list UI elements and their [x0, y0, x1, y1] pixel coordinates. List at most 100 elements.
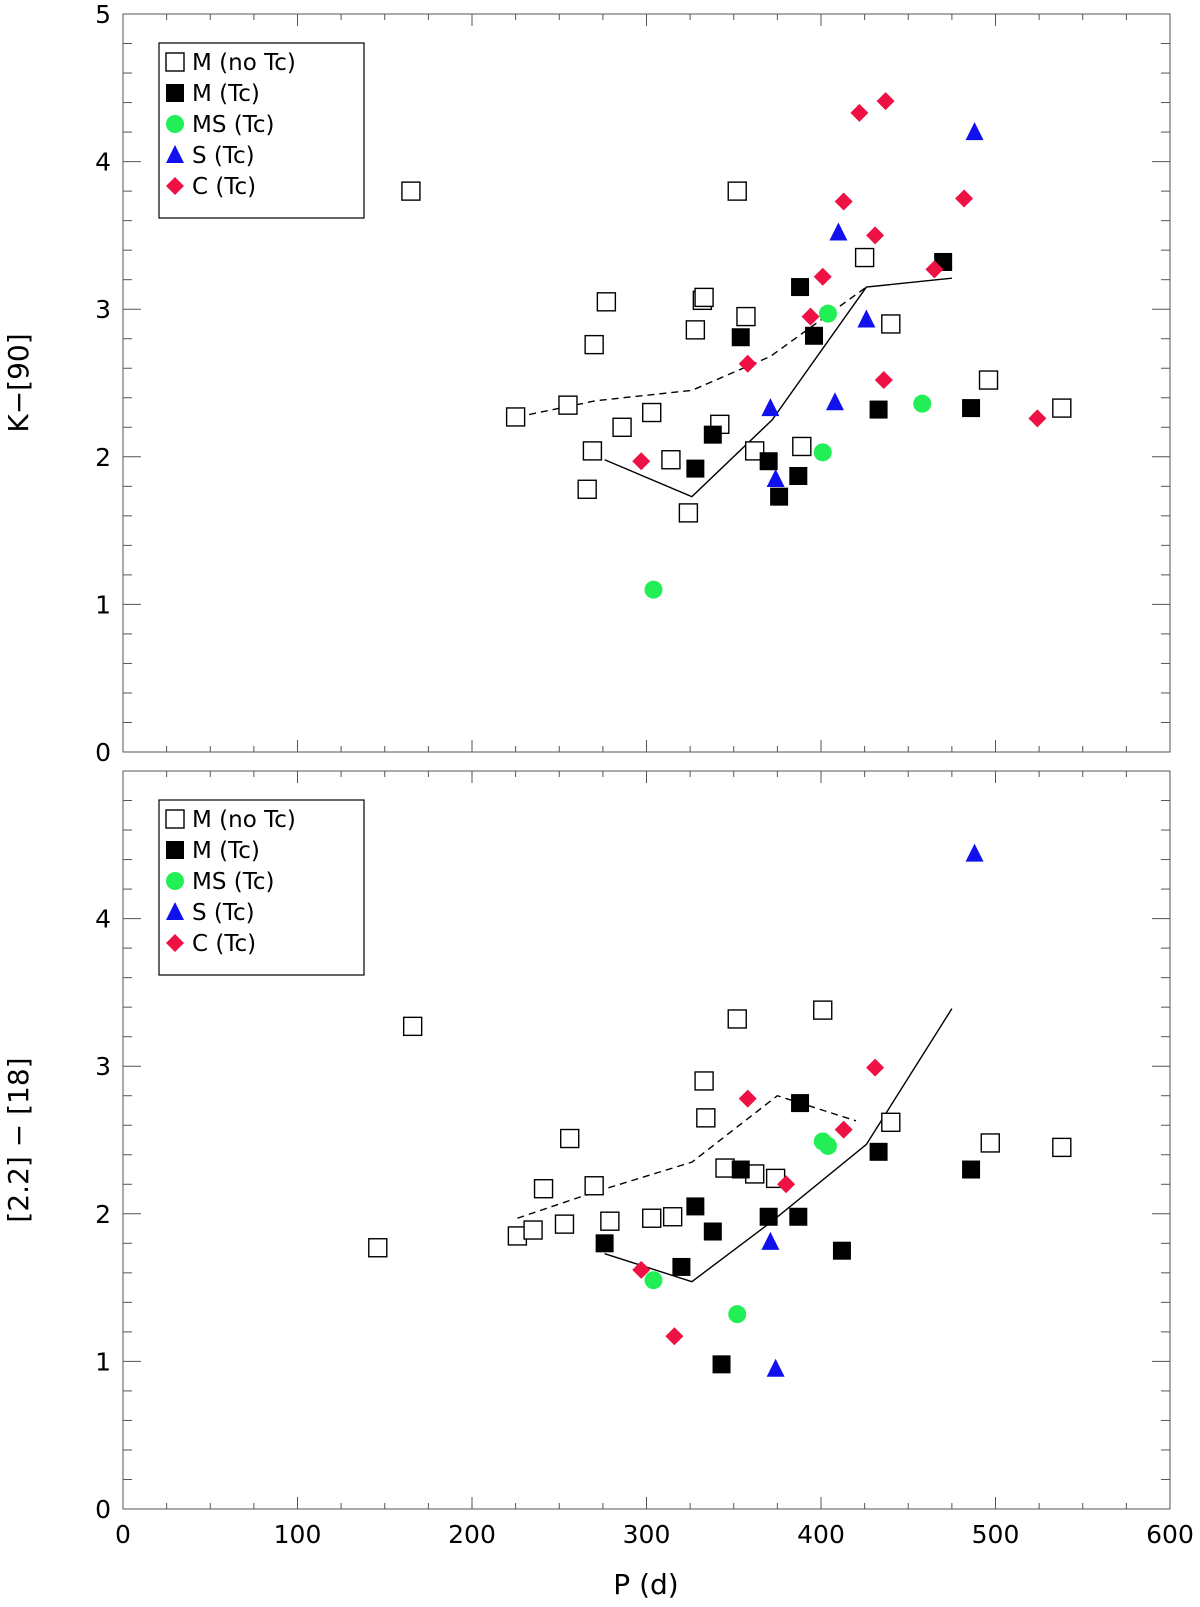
data-point-m_tc: [869, 1142, 888, 1161]
data-point-s_tc: [766, 1358, 785, 1377]
data-point-ms_tc: [818, 1136, 837, 1155]
y-tick-label: 5: [95, 0, 111, 29]
data-point-m_tc: [672, 1257, 691, 1276]
data-point-ms_tc: [913, 394, 932, 413]
legend-marker-c_tc: [166, 177, 184, 195]
y-tick-label: 1: [95, 590, 111, 619]
ticks-top: 0 1 2 3 4 5: [95, 0, 1171, 767]
y-tick-label: 2: [95, 1200, 111, 1229]
y-tick-label: 3: [95, 1052, 111, 1081]
data-point-s_tc: [857, 309, 876, 328]
data-point-ms_tc: [818, 304, 837, 323]
data-point-m_notc: [727, 181, 747, 201]
data-point-m_notc: [980, 1133, 1000, 1153]
data-point-s_tc: [761, 398, 780, 417]
data-point-m_tc: [759, 452, 778, 471]
markers-top: [401, 92, 1072, 599]
data-point-m_notc: [600, 1211, 620, 1231]
data-point-c_tc: [850, 103, 869, 122]
data-point-m_tc: [789, 1207, 808, 1226]
data-point-c_tc: [632, 452, 651, 471]
data-point-m_notc: [854, 247, 875, 268]
y-tick-label: 0: [95, 1495, 111, 1524]
data-point-m_tc: [703, 425, 722, 444]
data-point-c_tc: [866, 1058, 885, 1077]
panel-top: K−[90] 0 1 2 3 4 5 M (no Tc) M (Tc) MS (Tc) S (T…: [2, 0, 1171, 767]
markers-bottom: [368, 843, 1072, 1377]
legend-marker-s_tc: [166, 145, 184, 163]
legend-label-s_tc: S (Tc): [192, 900, 255, 926]
data-point-c_tc: [777, 1175, 796, 1194]
data-point-c_tc: [665, 1327, 684, 1346]
data-point-c_tc: [738, 354, 757, 373]
x-tick-label: 100: [274, 1520, 322, 1549]
data-point-m_notc: [505, 407, 526, 427]
panel-bottom: [2.2] − [18] P (d) 0 100 200 300 400 500 600 0 1…: [2, 770, 1194, 1601]
x-tick-label: 300: [623, 1520, 671, 1549]
data-point-c_tc: [874, 371, 893, 390]
legend-label-m_notc: M (no Tc): [192, 807, 296, 833]
x-axis-title: P (d): [613, 1568, 678, 1601]
data-point-m_notc: [694, 287, 714, 308]
legend-marker-m_notc: [165, 809, 185, 829]
legend-label-s_tc: S (Tc): [192, 143, 255, 169]
data-point-m_notc: [596, 292, 617, 312]
model-line-solid: [604, 277, 952, 498]
data-point-s_tc: [829, 222, 848, 241]
y-tick-label: 4: [95, 905, 111, 934]
data-point-ms_tc: [644, 1271, 663, 1290]
data-point-m_notc: [792, 436, 812, 457]
legend-label-ms_tc: MS (Tc): [192, 869, 275, 895]
data-point-m_tc: [759, 1207, 778, 1226]
legend-marker-m_notc: [165, 52, 185, 72]
data-point-m_notc: [1052, 1137, 1072, 1158]
data-point-m_tc: [789, 466, 808, 485]
y-tick-label: 1: [95, 1347, 111, 1376]
legend-label-c_tc: C (Tc): [192, 931, 256, 957]
data-point-m_tc: [731, 1160, 750, 1179]
x-tick-label: 0: [115, 1520, 131, 1549]
data-point-m_tc: [791, 1094, 810, 1113]
data-point-m_notc: [642, 1208, 662, 1228]
data-point-m_notc: [558, 395, 578, 415]
model-line-solid: [604, 1008, 953, 1283]
data-point-m_notc: [577, 479, 597, 499]
data-point-m_notc: [584, 1176, 604, 1196]
data-point-m_notc: [642, 402, 662, 423]
data-point-s_tc: [965, 122, 984, 141]
x-tick-label: 400: [797, 1520, 845, 1549]
data-point-m_notc: [661, 450, 681, 470]
legend-label-m_notc: M (no Tc): [192, 50, 296, 76]
data-point-m_notc: [813, 1000, 833, 1020]
data-point-m_notc: [612, 417, 632, 437]
legend-top: M (no Tc) M (Tc) MS (Tc) S (Tc) C (Tc): [158, 42, 365, 219]
legend-box-top: [158, 42, 365, 219]
data-point-c_tc: [876, 92, 895, 111]
data-point-c_tc: [925, 260, 944, 279]
y-axis-title-top: K−[90]: [2, 333, 35, 432]
data-point-m_tc: [686, 1197, 705, 1216]
x-tick-label: 500: [972, 1520, 1020, 1549]
data-point-c_tc: [1028, 409, 1047, 428]
x-tick-label: 200: [448, 1520, 496, 1549]
data-point-s_tc: [761, 1231, 780, 1250]
data-point-m_tc: [770, 487, 789, 506]
x-tick-label: 600: [1146, 1520, 1194, 1549]
data-point-m_tc: [962, 399, 981, 418]
data-point-s_tc: [766, 468, 785, 487]
data-point-m_notc: [554, 1214, 575, 1234]
data-point-m_notc: [685, 320, 706, 340]
y-tick-label: 3: [95, 295, 111, 324]
data-point-c_tc: [632, 1260, 651, 1279]
data-point-m_notc: [533, 1179, 554, 1199]
data-point-s_tc: [965, 843, 984, 862]
legend-label-m_tc: M (Tc): [192, 81, 260, 107]
data-point-m_notc: [881, 314, 901, 334]
legend-marker-m_tc: [166, 84, 184, 102]
y-axis-title-bottom: [2.2] − [18]: [2, 1057, 35, 1222]
y-tick-label: 0: [95, 738, 111, 767]
data-point-m_notc: [1052, 398, 1072, 418]
data-point-m_notc: [584, 334, 604, 355]
legend-label-c_tc: C (Tc): [192, 174, 256, 200]
